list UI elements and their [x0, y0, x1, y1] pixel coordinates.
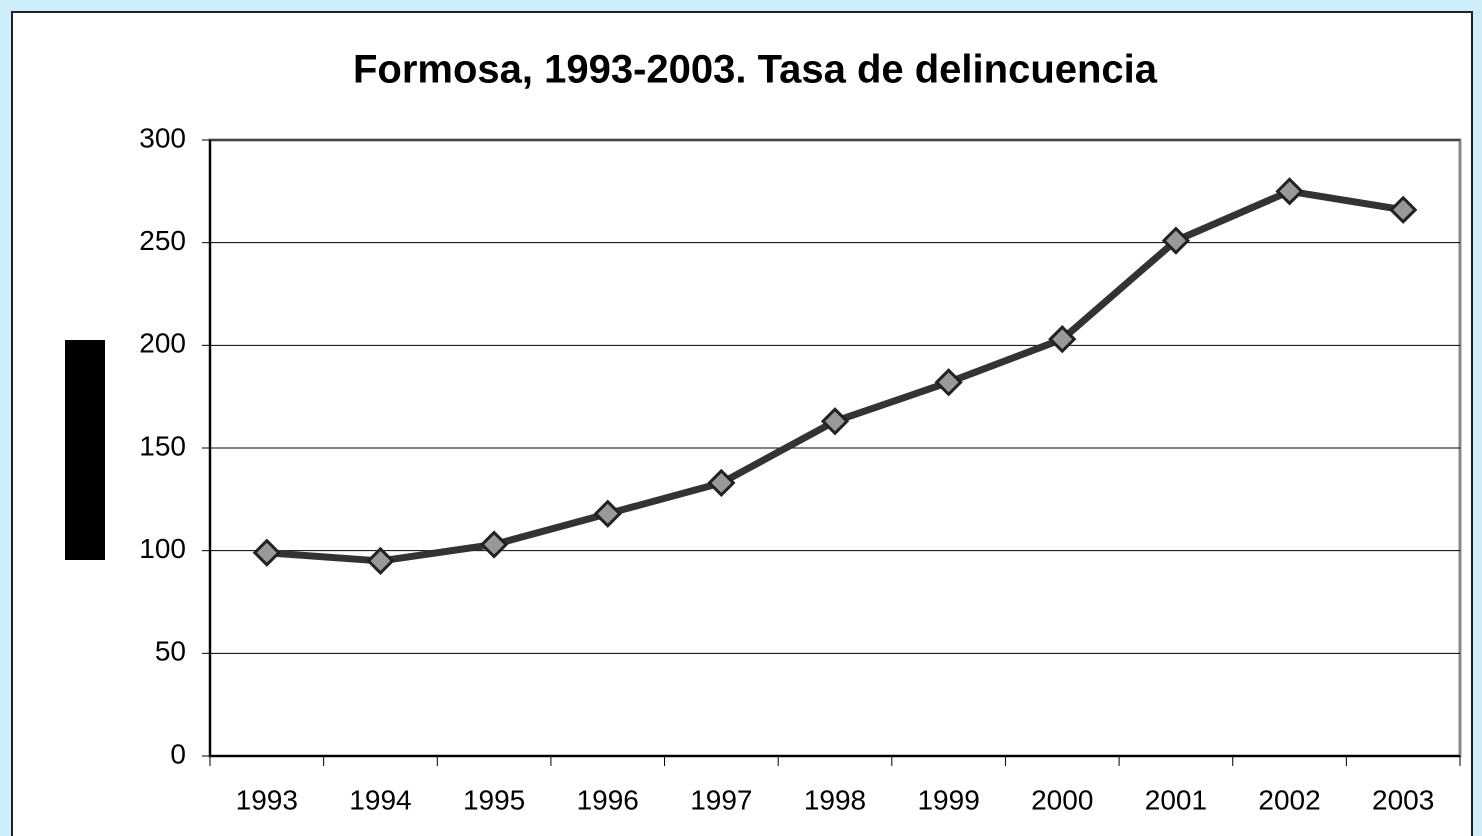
- y-tick-label: 100: [139, 533, 186, 564]
- marker: [1275, 177, 1304, 206]
- x-tick-label: 1993: [236, 784, 298, 815]
- x-tick-label: 2002: [1258, 784, 1320, 815]
- x-tick-label: 1996: [577, 784, 639, 815]
- x-tick-label: 1999: [917, 784, 979, 815]
- panel: [11, 11, 1473, 836]
- marker: [366, 546, 395, 576]
- x-tick-label: 1997: [690, 784, 752, 815]
- y-tick-label: 0: [170, 738, 186, 769]
- marker: [1389, 195, 1418, 224]
- marker: [934, 368, 963, 397]
- marker: [820, 407, 850, 436]
- x-tick-label: 1994: [349, 784, 411, 815]
- x-tick-label: 1998: [804, 784, 866, 815]
- y-tick-label: 300: [139, 122, 186, 153]
- y-tick-label: 50: [155, 636, 186, 667]
- marker: [252, 538, 281, 567]
- y-tick-label: 200: [139, 328, 186, 359]
- chart-title: Formosa, 1993-2003. Tasa de delincuencia: [353, 48, 1158, 92]
- marker: [593, 499, 622, 528]
- x-tick-label: 2003: [1372, 784, 1434, 815]
- marker: [1161, 226, 1191, 255]
- y-tick-label: 250: [139, 225, 186, 256]
- marker: [479, 530, 509, 559]
- x-tick-label: 2001: [1145, 784, 1207, 815]
- marker: [707, 468, 736, 498]
- y-tick-label: 150: [139, 430, 186, 461]
- marker: [1048, 325, 1077, 354]
- redacted-label: [65, 340, 105, 560]
- x-tick-label: 1995: [463, 784, 525, 815]
- x-tick-label: 2000: [1031, 784, 1093, 815]
